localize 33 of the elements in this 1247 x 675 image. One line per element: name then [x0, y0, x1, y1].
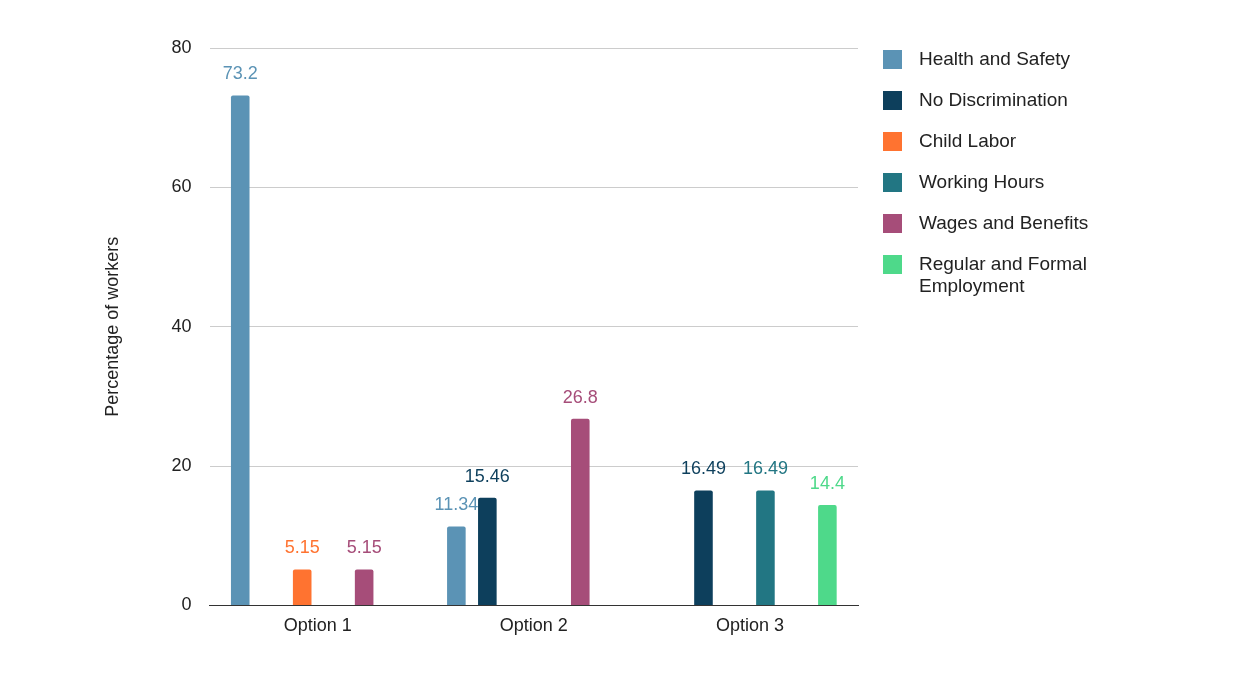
y-tick-label: 20 [171, 455, 192, 476]
bar [570, 418, 590, 605]
legend-label: No Discrimination [919, 89, 1068, 111]
bar [292, 569, 312, 605]
x-tick-label: Option 3 [715, 615, 784, 636]
bar [756, 490, 775, 605]
y-tick-label: 60 [171, 176, 192, 197]
y-tick-label: 0 [181, 594, 192, 615]
y-tick-label: 80 [171, 36, 192, 57]
data-label: 5.15 [346, 537, 382, 558]
data-label: 16.49 [742, 458, 788, 479]
data-label: 16.49 [680, 458, 726, 479]
y-tick-label: 40 [171, 315, 192, 336]
y-axis-title: Percentage of workers [101, 236, 122, 417]
data-label: 73.2 [222, 63, 258, 84]
legend-label: Regular and Formal Employment [919, 253, 1088, 297]
data-label: 15.46 [464, 465, 510, 486]
legend-label: Health and Safety [919, 48, 1071, 70]
bar [818, 505, 837, 605]
bar [230, 95, 250, 605]
bar [694, 490, 713, 605]
data-label: 11.34 [434, 494, 479, 515]
bar [478, 497, 497, 605]
legend-label: Child Labor [919, 130, 1017, 152]
bar [354, 569, 374, 605]
x-tick-label: Option 1 [283, 615, 352, 636]
data-label: 5.15 [284, 537, 320, 558]
data-label: 14.4 [809, 473, 845, 494]
data-label: 26.8 [562, 386, 598, 407]
legend-label: Wages and Benefits [919, 212, 1089, 234]
legend-label: Working Hours [919, 171, 1045, 193]
bar [447, 526, 466, 605]
x-tick-label: Option 2 [499, 615, 568, 636]
